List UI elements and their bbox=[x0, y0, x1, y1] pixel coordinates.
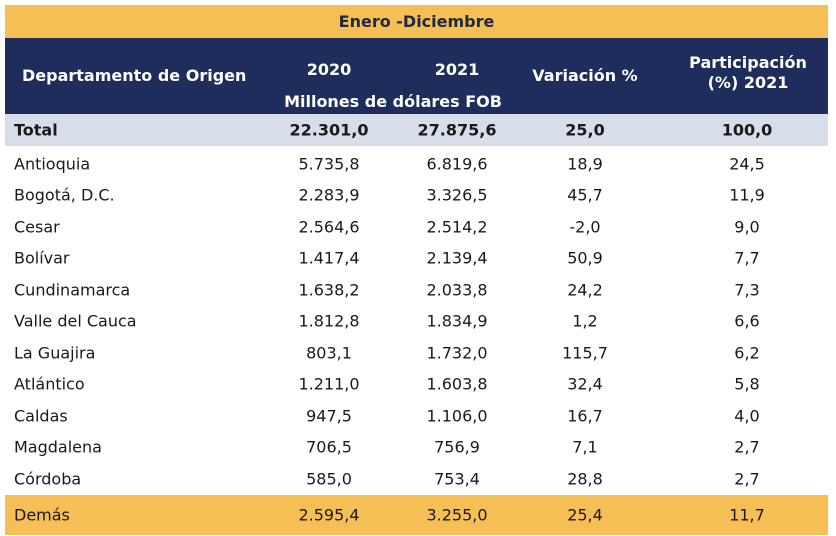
row-participation: 7,3 bbox=[734, 280, 760, 300]
row-variation: 18,9 bbox=[567, 154, 603, 174]
table-row: Valle del Cauca 1.812,8 1.834,9 1,2 6,6 bbox=[5, 306, 828, 338]
table-row: Caldas 947,5 1.106,0 16,7 4,0 bbox=[5, 400, 828, 432]
header-variation: Variación % bbox=[532, 66, 638, 85]
row-name: Cundinamarca bbox=[14, 280, 131, 300]
row-2020: 1.638,2 bbox=[298, 280, 360, 300]
total-2020: 22.301,0 bbox=[289, 120, 369, 140]
row-participation: 24,5 bbox=[729, 154, 765, 174]
row-2021: 756,9 bbox=[434, 437, 480, 457]
total-row: Total 22.301,0 27.875,6 25,0 100,0 bbox=[5, 114, 828, 146]
others-row: Demás 2.595,4 3.255,0 25,4 11,7 bbox=[5, 494, 828, 535]
row-2021: 1.603,8 bbox=[426, 374, 488, 394]
row-participation: 6,2 bbox=[734, 343, 760, 363]
others-2021: 3.255,0 bbox=[426, 505, 488, 524]
row-variation: 50,9 bbox=[567, 248, 603, 268]
row-2020: 803,1 bbox=[306, 343, 352, 363]
table-row: Córdoba 585,0 753,4 28,8 2,7 bbox=[5, 463, 828, 495]
row-name: Bogotá, D.C. bbox=[14, 185, 115, 205]
row-2021: 1.732,0 bbox=[426, 343, 488, 363]
row-name: Valle del Cauca bbox=[14, 311, 137, 331]
row-variation: 1,2 bbox=[572, 311, 598, 331]
table-row: Antioquia 5.735,8 6.819,6 18,9 24,5 bbox=[5, 148, 828, 180]
row-variation: 115,7 bbox=[562, 343, 608, 363]
row-participation: 2,7 bbox=[734, 437, 760, 457]
table-row: Bogotá, D.C. 2.283,9 3.326,5 45,7 11,9 bbox=[5, 180, 828, 212]
row-participation: 9,0 bbox=[734, 217, 760, 237]
period-label: Enero -Diciembre bbox=[338, 12, 495, 31]
header-participation: Participación (%) 2021 bbox=[689, 53, 807, 92]
table-row: Cesar 2.564,6 2.514,2 -2,0 9,0 bbox=[5, 211, 828, 243]
row-participation: 11,9 bbox=[729, 185, 765, 205]
total-participation: 100,0 bbox=[721, 120, 773, 140]
row-name: Caldas bbox=[14, 406, 68, 426]
row-2020: 5.735,8 bbox=[298, 154, 360, 174]
row-2021: 6.819,6 bbox=[426, 154, 488, 174]
row-2020: 585,0 bbox=[306, 469, 352, 489]
row-participation: 4,0 bbox=[734, 406, 760, 426]
row-2021: 1.106,0 bbox=[426, 406, 488, 426]
others-2020: 2.595,4 bbox=[298, 505, 360, 524]
table-row: La Guajira 803,1 1.732,0 115,7 6,2 bbox=[5, 337, 828, 369]
table-row: Cundinamarca 1.638,2 2.033,8 24,2 7,3 bbox=[5, 274, 828, 306]
row-name: La Guajira bbox=[14, 343, 96, 363]
row-2021: 2.033,8 bbox=[426, 280, 488, 300]
row-2020: 706,5 bbox=[306, 437, 352, 457]
row-2020: 1.211,0 bbox=[298, 374, 360, 394]
row-2020: 2.564,6 bbox=[298, 217, 360, 237]
header-department: Departamento de Origen bbox=[22, 66, 247, 85]
table-row: Bolívar 1.417,4 2.139,4 50,9 7,7 bbox=[5, 243, 828, 275]
table-row: Magdalena 706,5 756,9 7,1 2,7 bbox=[5, 432, 828, 464]
row-variation: 7,1 bbox=[572, 437, 598, 457]
table-header: Departamento de Origen 2020 2021 Variaci… bbox=[5, 38, 828, 114]
row-2021: 1.834,9 bbox=[426, 311, 488, 331]
period-banner: Enero -Diciembre bbox=[5, 5, 828, 38]
row-variation: 32,4 bbox=[567, 374, 603, 394]
row-name: Bolívar bbox=[14, 248, 70, 268]
row-variation: -2,0 bbox=[569, 217, 601, 237]
others-variation: 25,4 bbox=[567, 505, 603, 524]
total-variation: 25,0 bbox=[565, 120, 605, 140]
row-participation: 5,8 bbox=[734, 374, 760, 394]
row-name: Atlántico bbox=[14, 374, 85, 394]
others-participation: 11,7 bbox=[729, 505, 765, 524]
row-name: Córdoba bbox=[14, 469, 82, 489]
header-unit: Millones de dólares FOB bbox=[284, 92, 502, 111]
row-participation: 6,6 bbox=[734, 311, 760, 331]
row-2021: 2.139,4 bbox=[426, 248, 488, 268]
exports-table: Enero -Diciembre Departamento de Origen … bbox=[5, 5, 828, 535]
row-2020: 1.417,4 bbox=[298, 248, 360, 268]
header-year-2020: 2020 bbox=[306, 60, 352, 79]
table-body: Antioquia 5.735,8 6.819,6 18,9 24,5 Bogo… bbox=[5, 146, 828, 495]
row-name: Cesar bbox=[14, 217, 60, 237]
total-2021: 27.875,6 bbox=[417, 120, 497, 140]
table-row: Atlántico 1.211,0 1.603,8 32,4 5,8 bbox=[5, 369, 828, 401]
row-variation: 16,7 bbox=[567, 406, 603, 426]
others-name: Demás bbox=[14, 505, 70, 524]
row-2020: 947,5 bbox=[306, 406, 352, 426]
row-2021: 3.326,5 bbox=[426, 185, 488, 205]
row-variation: 28,8 bbox=[567, 469, 603, 489]
row-variation: 45,7 bbox=[567, 185, 603, 205]
row-variation: 24,2 bbox=[567, 280, 603, 300]
row-2020: 2.283,9 bbox=[298, 185, 360, 205]
row-2021: 753,4 bbox=[434, 469, 480, 489]
row-participation: 2,7 bbox=[734, 469, 760, 489]
row-participation: 7,7 bbox=[734, 248, 760, 268]
row-2021: 2.514,2 bbox=[426, 217, 488, 237]
row-2020: 1.812,8 bbox=[298, 311, 360, 331]
row-name: Magdalena bbox=[14, 437, 102, 457]
total-name: Total bbox=[14, 120, 58, 140]
header-year-2021: 2021 bbox=[434, 60, 480, 79]
row-name: Antioquia bbox=[14, 154, 91, 174]
